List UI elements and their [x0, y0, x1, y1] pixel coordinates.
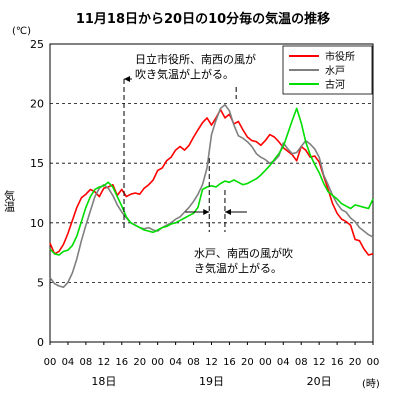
y-tick-label: 20: [30, 98, 44, 111]
x-tick-label: 00: [44, 357, 57, 368]
x-tick-label: 20: [133, 357, 146, 368]
y-tick-label: 15: [30, 157, 44, 170]
x-tick-label: 00: [151, 357, 164, 368]
annotation-arrowhead: [203, 209, 210, 215]
x-tick-label: 12: [97, 357, 110, 368]
x-tick-label: 00: [367, 357, 380, 368]
x-tick-label: 12: [313, 357, 326, 368]
x-tick-label: 04: [62, 357, 75, 368]
x-tick-label: 00: [259, 357, 272, 368]
x-tick-label: 04: [169, 357, 182, 368]
x-tick-label: 08: [80, 357, 93, 368]
day-label: 18日: [91, 375, 116, 388]
series-line-2: [49, 107, 374, 256]
x-tick-label: 20: [241, 357, 254, 368]
legend-label: 水戸: [325, 65, 345, 77]
y-axis-title: 気温: [3, 189, 16, 212]
day-label: 20日: [307, 375, 332, 388]
x-tick-label: 12: [205, 357, 218, 368]
x-tick-label: 04: [277, 357, 290, 368]
annotation-text: 日立市役所、南西の風が: [135, 52, 256, 66]
x-tick-label: 08: [187, 357, 200, 368]
annotation-arrowhead: [224, 209, 231, 215]
series-line-0: [49, 108, 374, 256]
plot-area: 0 5 10 15 20 25 00 04 08 12 16 20 00 04 08 12 16 20 00 04 08…: [30, 38, 379, 388]
annotation-box: [132, 50, 266, 86]
x-tick-label: 08: [295, 357, 308, 368]
annotation-text: き気温が上がる。: [194, 261, 282, 275]
y-unit-label: (℃): [12, 26, 31, 37]
y-tick-label: 10: [30, 217, 44, 230]
y-tick-label: 25: [30, 38, 44, 51]
annotation-text: 吹き気温が上がる。: [135, 67, 234, 81]
legend-label: 市役所: [325, 50, 355, 63]
x-tick-label: 16: [115, 357, 128, 368]
legend-label: 古河: [325, 78, 345, 91]
annotation-text: 水戸、南西の風が吹: [194, 246, 293, 260]
x-unit-label: (時): [362, 378, 380, 390]
y-tick-label: 5: [37, 276, 44, 289]
x-tick-label: 16: [223, 357, 236, 368]
x-tick-label: 16: [331, 357, 344, 368]
y-tick-label: 0: [37, 336, 44, 349]
series-line-1: [49, 104, 374, 289]
annotation-arrowhead: [124, 76, 131, 82]
x-tick-label: 20: [349, 357, 362, 368]
day-label: 19日: [199, 375, 224, 388]
chart-title: 11月18日から20日の10分毎の気温の推移: [76, 11, 330, 27]
